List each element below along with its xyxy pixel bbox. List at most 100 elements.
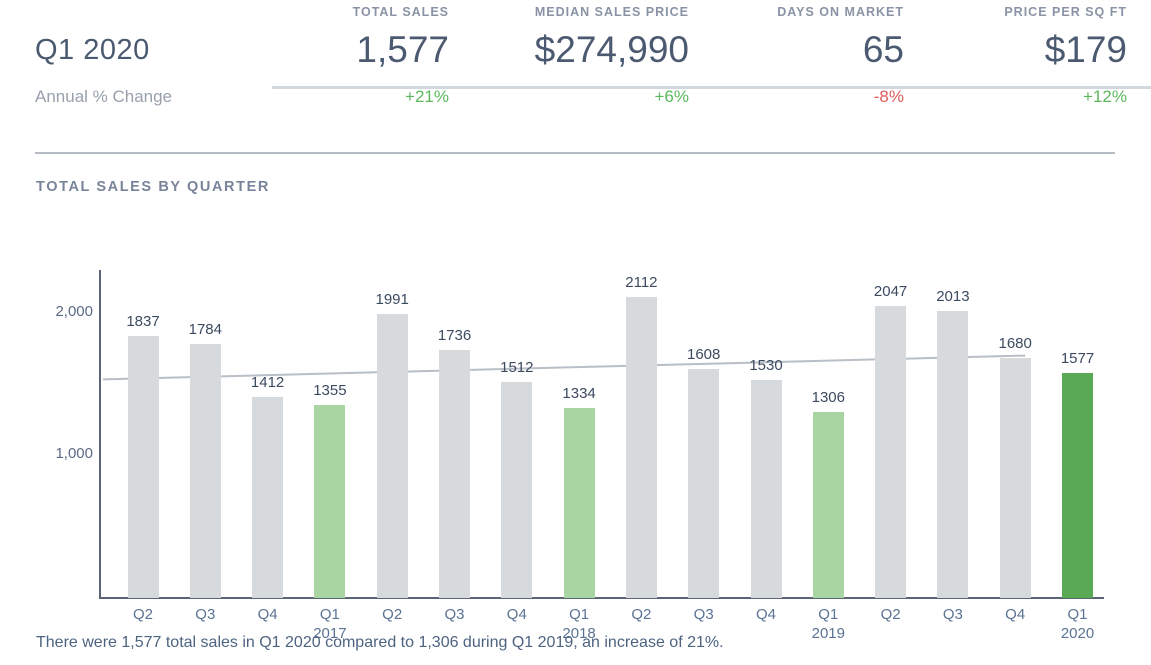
x-axis-label-Q2-12: Q2 bbox=[881, 605, 901, 624]
bar-Q3-5[interactable]: 1736 bbox=[437, 270, 472, 598]
kpi-label-price-per-sq-ft-cell: PRICE PER SQ FT bbox=[904, 0, 1127, 24]
chart-section-title: TOTAL SALES BY QUARTER bbox=[36, 179, 270, 195]
y-axis-tick-2000: 2,000 bbox=[55, 302, 93, 320]
x-axis-quarter: Q4 bbox=[506, 606, 527, 623]
bar-rect bbox=[812, 411, 844, 598]
kpi-value-row: Q1 2020 1,577 $274,990 65 $179 bbox=[35, 24, 1127, 76]
x-axis-quarter: Q2 bbox=[631, 606, 652, 623]
kpi-change-row: Annual % Change +21% +6% -8% +12% bbox=[35, 80, 1127, 114]
kpi-label-price-per-sq-ft: PRICE PER SQ FT bbox=[1004, 5, 1127, 19]
bar-Q2-4[interactable]: 1991 bbox=[376, 270, 409, 598]
bar-value-label: 2013 bbox=[936, 287, 970, 305]
period-title-cell: Q1 2020 bbox=[35, 24, 237, 76]
bar-rect bbox=[563, 407, 595, 598]
x-axis-quarter: Q3 bbox=[444, 606, 465, 623]
bar-Q1-2017[interactable]: 1355 bbox=[313, 270, 347, 598]
bar-rect bbox=[376, 314, 408, 598]
bars-container: 1837 1784 1412 1355 1991 1736 1512 1334 2112 1608… bbox=[99, 270, 1104, 598]
kpi-divider-top bbox=[272, 86, 1151, 89]
kpi-change-price-per-sq-ft: +12% bbox=[1083, 87, 1127, 106]
bar-rect bbox=[439, 350, 470, 598]
bar-Q4-14[interactable]: 1680 bbox=[999, 270, 1032, 598]
x-axis-label-Q2-0: Q2 bbox=[133, 605, 153, 624]
header-divider-bottom bbox=[35, 152, 1115, 154]
x-axis-quarter: Q4 bbox=[1005, 606, 1026, 623]
bar-rect bbox=[1062, 373, 1093, 598]
bar-Q1-2019[interactable]: 1306 bbox=[812, 270, 845, 598]
annual-change-label: Annual % Change bbox=[35, 87, 173, 106]
bar-rect bbox=[750, 379, 782, 598]
bar-Q1-2018[interactable]: 1334 bbox=[562, 270, 596, 598]
x-axis-label-Q4-2: Q4 bbox=[258, 605, 278, 624]
bar-Q2-8[interactable]: 2112 bbox=[625, 270, 658, 598]
bar-value-label: 1512 bbox=[500, 359, 534, 377]
x-axis-year: 2017 bbox=[313, 625, 347, 642]
bar-value-label: 1530 bbox=[749, 356, 783, 374]
kpi-label-median-sales-price: MEDIAN SALES PRICE bbox=[534, 5, 689, 19]
x-axis-label-Q1-2018: Q1 2018 bbox=[562, 605, 595, 643]
bar-value-label: 2112 bbox=[625, 273, 658, 291]
kpi-value-total-sales: 1,577 bbox=[356, 29, 449, 70]
bar-rect bbox=[999, 358, 1031, 598]
x-axis-quarter: Q2 bbox=[880, 606, 901, 623]
x-axis-label-Q4-10: Q4 bbox=[756, 605, 776, 624]
bar-value-label: 1736 bbox=[437, 327, 472, 345]
x-axis-label-Q4-14: Q4 bbox=[1005, 605, 1025, 624]
bar-rect bbox=[937, 310, 969, 598]
x-axis-year: 2019 bbox=[811, 625, 845, 642]
bar-Q3-13[interactable]: 2013 bbox=[936, 270, 970, 598]
bar-rect bbox=[625, 296, 657, 598]
bar-Q3-9[interactable]: 1608 bbox=[687, 270, 721, 598]
bar-Q1-2020[interactable]: 1577 bbox=[1061, 270, 1094, 598]
x-axis-year: 2020 bbox=[1060, 625, 1095, 642]
bar-Q4-2[interactable]: 1412 bbox=[251, 270, 284, 598]
kpi-value-days-on-market: 65 bbox=[862, 29, 904, 70]
x-axis-year: 2018 bbox=[562, 625, 596, 642]
kpi-change-total-sales-cell: +21% bbox=[237, 80, 449, 114]
bar-value-label: 1837 bbox=[126, 313, 160, 331]
x-axis-label-Q4-6: Q4 bbox=[507, 605, 527, 624]
x-axis-quarter: Q4 bbox=[755, 606, 777, 623]
kpi-value-median-sales-price-cell: $274,990 bbox=[449, 24, 689, 76]
kpi-label-total-sales-cell: TOTAL SALES bbox=[237, 0, 449, 24]
x-axis-quarter: Q3 bbox=[693, 606, 714, 623]
x-axis-line bbox=[99, 597, 1104, 599]
bar-Q3-1[interactable]: 1784 bbox=[189, 270, 222, 598]
x-axis-label-Q2-8: Q2 bbox=[631, 605, 651, 624]
kpi-label-days-on-market-cell: DAYS ON MARKET bbox=[689, 0, 904, 24]
kpi-value-total-sales-cell: 1,577 bbox=[237, 24, 449, 76]
x-axis-quarter: Q1 bbox=[818, 606, 839, 623]
bar-rect bbox=[688, 368, 720, 598]
annual-change-label-cell: Annual % Change bbox=[35, 80, 237, 114]
bar-rect bbox=[252, 396, 284, 598]
x-axis-label-Q3-9: Q3 bbox=[694, 605, 714, 624]
bar-rect bbox=[875, 306, 907, 598]
kpi-change-total-sales: +21% bbox=[405, 87, 449, 106]
x-axis-quarter: Q4 bbox=[257, 606, 278, 623]
y-axis-tick-1000: 1,000 bbox=[55, 445, 93, 463]
x-axis-quarter: Q1 bbox=[569, 606, 590, 623]
x-axis-label-Q2-4: Q2 bbox=[382, 605, 402, 624]
x-axis-quarter: Q2 bbox=[132, 606, 154, 623]
bar-rect bbox=[501, 382, 533, 598]
x-axis-label-Q1-2017: Q1 2017 bbox=[313, 605, 346, 643]
bar-value-label: 1355 bbox=[313, 381, 347, 399]
bar-Q2-12[interactable]: 2047 bbox=[874, 270, 907, 598]
kpi-header: TOTAL SALES MEDIAN SALES PRICE DAYS ON M… bbox=[35, 0, 1151, 140]
bar-Q4-6[interactable]: 1512 bbox=[500, 270, 534, 598]
kpi-label-days-on-market: DAYS ON MARKET bbox=[777, 5, 904, 19]
bar-Q2-0[interactable]: 1837 bbox=[126, 270, 160, 598]
kpi-change-days-on-market: -8% bbox=[873, 87, 904, 106]
y-axis-line bbox=[99, 270, 101, 598]
kpi-label-total-sales: TOTAL SALES bbox=[352, 5, 449, 19]
chart-summary-note: There were 1,577 total sales in Q1 2020 … bbox=[36, 634, 724, 651]
bar-rect bbox=[314, 404, 346, 598]
kpi-value-median-sales-price: $274,990 bbox=[534, 29, 689, 70]
bar-Q4-10[interactable]: 1530 bbox=[749, 270, 783, 598]
kpi-change-median-sales-price: +6% bbox=[654, 87, 690, 106]
x-axis-quarter: Q1 bbox=[1067, 606, 1088, 623]
x-axis-label-Q1-2020: Q1 2020 bbox=[1061, 605, 1094, 643]
bar-value-label: 1608 bbox=[687, 345, 721, 363]
bar-value-label: 1334 bbox=[562, 384, 596, 402]
